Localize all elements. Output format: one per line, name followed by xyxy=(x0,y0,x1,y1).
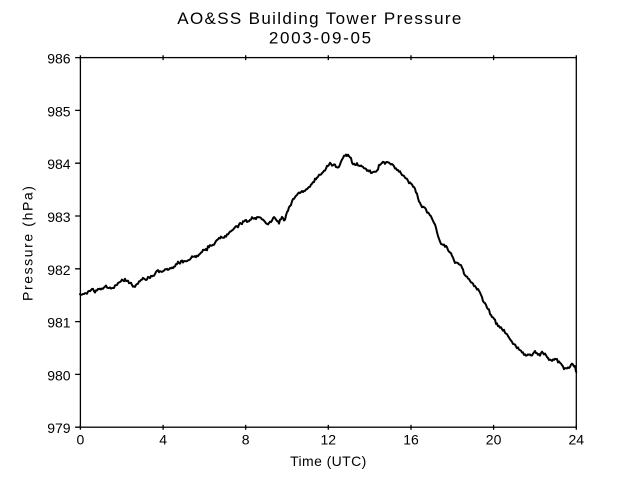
svg-text:24: 24 xyxy=(569,432,585,448)
svg-text:4: 4 xyxy=(159,432,167,448)
svg-text:980: 980 xyxy=(47,367,71,383)
svg-text:2003-09-05: 2003-09-05 xyxy=(269,28,373,47)
svg-text:8: 8 xyxy=(242,432,250,448)
svg-text:0: 0 xyxy=(77,432,85,448)
svg-text:985: 985 xyxy=(47,103,71,119)
svg-text:986: 986 xyxy=(47,51,71,67)
svg-text:16: 16 xyxy=(403,432,419,448)
svg-text:983: 983 xyxy=(47,209,71,225)
svg-text:979: 979 xyxy=(47,420,71,436)
svg-text:20: 20 xyxy=(486,432,502,448)
svg-text:982: 982 xyxy=(47,262,71,278)
svg-text:12: 12 xyxy=(321,432,337,448)
svg-text:Pressure (hPa): Pressure (hPa) xyxy=(20,184,36,301)
svg-text:Time (UTC): Time (UTC) xyxy=(290,453,367,469)
svg-text:AO&SS Building Tower Pressure: AO&SS Building Tower Pressure xyxy=(177,9,462,28)
svg-text:981: 981 xyxy=(47,315,71,331)
svg-text:984: 984 xyxy=(47,156,71,172)
